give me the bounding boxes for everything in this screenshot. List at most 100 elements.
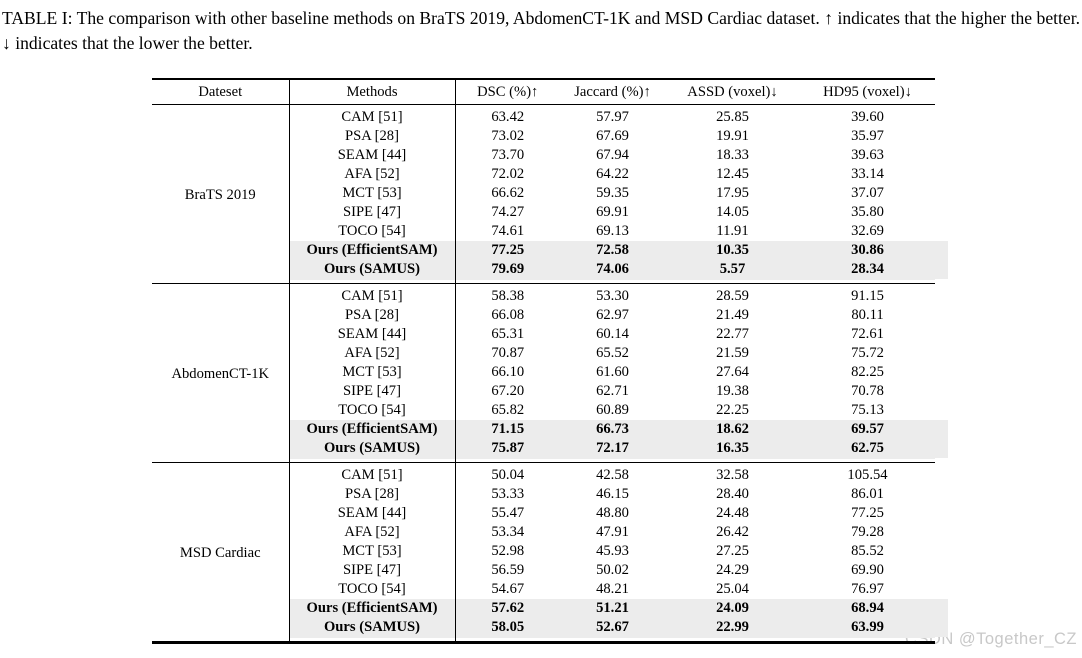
method-name-cell: SIPE [47] (289, 203, 456, 222)
method-name-cell: PSA [28] (289, 485, 456, 504)
assd-cell: 12.45 (716, 166, 749, 182)
method-row: MCT [53] 66.62 59.35 17.95 37.07 (152, 184, 935, 203)
method-row: SEAM [44] 73.70 67.94 18.33 39.63 (152, 146, 935, 165)
assd-cell: 28.40 (716, 486, 749, 502)
dataset-section: BraTS 2019 CAM [51] 63.42 57.97 25.85 39.60 PS… (152, 104, 948, 284)
dsc-cell: 73.70 (491, 147, 525, 163)
column-header-jaccard: Jaccard (%)↑ (560, 79, 665, 105)
method-name-cell: SEAM [44] (289, 504, 456, 523)
hd95-cell: 85.52 (851, 543, 884, 559)
method-row: TOCO [54] 54.67 48.21 25.04 76.97 (152, 580, 935, 599)
jaccard-cell: 57.97 (596, 109, 629, 125)
column-header-assd: ASSD (voxel)↓ (665, 79, 800, 105)
dataset-label: BraTS 2019 (152, 104, 290, 284)
dataset-label: MSD Cardiac (152, 462, 290, 643)
hd95-cell: 79.28 (851, 524, 884, 540)
jaccard-cell: 42.58 (560, 462, 665, 485)
method-name-cell: PSA [28] (289, 127, 456, 146)
method-row: MCT [53] 66.10 61.60 27.64 82.25 (152, 363, 935, 382)
jaccard-cell: 69.13 (596, 223, 629, 239)
hd95-cell: 75.13 (851, 402, 884, 418)
hd95-cell: 37.07 (851, 185, 884, 201)
dsc-cell: 55.47 (491, 505, 525, 521)
dsc-cell: 67.20 (491, 383, 525, 399)
method-name-cell: Ours (EfficientSAM) (289, 420, 456, 439)
jaccard-cell: 50.02 (596, 562, 629, 578)
column-header-hd95: HD95 (voxel)↓ (800, 79, 935, 105)
ours-highlight-row: Ours (SAMUS) 79.69 74.06 5.57 28.34 (152, 260, 948, 284)
hd95-cell: 80.11 (851, 307, 884, 323)
method-row: PSA [28] 73.02 67.69 19.91 35.97 (152, 127, 935, 146)
dsc-cell: 56.59 (491, 562, 525, 578)
dsc-cell: 79.69 (455, 260, 560, 284)
jaccard-cell: 67.94 (596, 147, 629, 163)
method-name-cell: AFA [52] (289, 165, 456, 184)
ours-highlight-row: Ours (SAMUS) 75.87 72.17 16.35 62.75 (152, 439, 948, 463)
method-row: SIPE [47] 67.20 62.71 19.38 70.78 (152, 382, 935, 401)
jaccard-cell: 60.14 (596, 326, 629, 342)
dsc-cell: 54.67 (491, 581, 525, 597)
assd-cell: 27.25 (716, 543, 749, 559)
hd95-cell: 69.57 (800, 420, 948, 439)
method-row: TOCO [54] 65.82 60.89 22.25 75.13 (152, 401, 935, 420)
assd-cell: 24.48 (716, 505, 749, 521)
table-header: Dateset Methods DSC (%)↑ Jaccard (%)↑ AS… (152, 79, 935, 105)
method-name-cell: MCT [53] (289, 542, 456, 561)
hd95-cell: 30.86 (800, 241, 948, 260)
method-row: SIPE [47] 56.59 50.02 24.29 69.90 (152, 561, 935, 580)
dataset-label: AbdomenCT-1K (152, 283, 290, 463)
dsc-cell: 53.33 (491, 486, 525, 502)
dsc-cell: 63.42 (491, 109, 525, 125)
method-row: MSD Cardiac CAM [51] 50.04 42.58 32.58 105.54 (152, 462, 935, 643)
hd95-cell: 76.97 (851, 581, 884, 597)
dsc-cell: 66.08 (491, 307, 525, 323)
hd95-cell: 105.54 (800, 462, 935, 485)
method-name-cell: SIPE [47] (289, 561, 456, 580)
method-row: AFA [52] 72.02 64.22 12.45 33.14 (152, 165, 935, 184)
method-row: BraTS 2019 CAM [51] 63.42 57.97 25.85 39.60 (152, 104, 935, 284)
jaccard-cell: 66.73 (560, 420, 665, 439)
dsc-cell: 66.10 (491, 364, 525, 380)
dsc-cell: 65.31 (491, 326, 525, 342)
hd95-cell: 82.25 (851, 364, 884, 380)
method-name-cell: AFA [52] (289, 523, 456, 542)
table-caption: TABLE I: The comparison with other basel… (2, 8, 1080, 54)
dsc-cell: 74.27 (491, 204, 525, 220)
hd95-cell: 39.60 (851, 109, 884, 125)
jaccard-cell: 64.22 (596, 166, 629, 182)
assd-cell: 5.57 (665, 260, 800, 284)
dsc-cell: 58.05 (455, 618, 560, 643)
hd95-cell: 86.01 (851, 486, 884, 502)
hd95-cell: 75.72 (851, 345, 884, 361)
dsc-cell: 53.34 (491, 524, 525, 540)
jaccard-cell: 72.58 (560, 241, 665, 260)
hd95-cell: 39.63 (851, 147, 884, 163)
dsc-cell: 72.02 (491, 166, 525, 182)
method-name-cell: MCT [53] (289, 363, 456, 382)
dsc-cell: 75.87 (455, 439, 560, 463)
hd95-cell: 70.78 (851, 383, 884, 399)
hd95-cell: 91.15 (800, 283, 935, 306)
dsc-cell: 70.87 (491, 345, 525, 361)
assd-cell: 19.91 (716, 128, 749, 144)
method-row: AFA [52] 53.34 47.91 26.42 79.28 (152, 523, 935, 542)
hd95-cell: 63.99 (800, 618, 948, 643)
method-row: AbdomenCT-1K CAM [51] 58.38 53.30 28.59 91.15 (152, 283, 935, 463)
assd-cell: 27.64 (716, 364, 749, 380)
jaccard-cell: 51.21 (560, 599, 665, 618)
assd-cell: 17.95 (716, 185, 749, 201)
method-row: PSA [28] 53.33 46.15 28.40 86.01 (152, 485, 935, 504)
dsc-cell: 66.62 (491, 185, 525, 201)
method-name-cell: Ours (EfficientSAM) (289, 241, 456, 260)
jaccard-cell: 47.91 (596, 524, 629, 540)
ours-highlight-row: Ours (SAMUS) 58.05 52.67 22.99 63.99 (152, 618, 948, 643)
method-row: TOCO [54] 74.61 69.13 11.91 32.69 (152, 222, 935, 241)
assd-cell: 24.29 (716, 562, 749, 578)
column-header-dateset: Dateset (152, 79, 290, 105)
jaccard-cell: 69.91 (596, 204, 629, 220)
method-name-cell: PSA [28] (289, 306, 456, 325)
jaccard-cell: 45.93 (596, 543, 629, 559)
ours-highlight-row: Ours (EfficientSAM) 71.15 66.73 18.62 69.57 (152, 420, 948, 439)
assd-cell: 21.49 (716, 307, 749, 323)
assd-cell: 28.59 (665, 283, 800, 306)
